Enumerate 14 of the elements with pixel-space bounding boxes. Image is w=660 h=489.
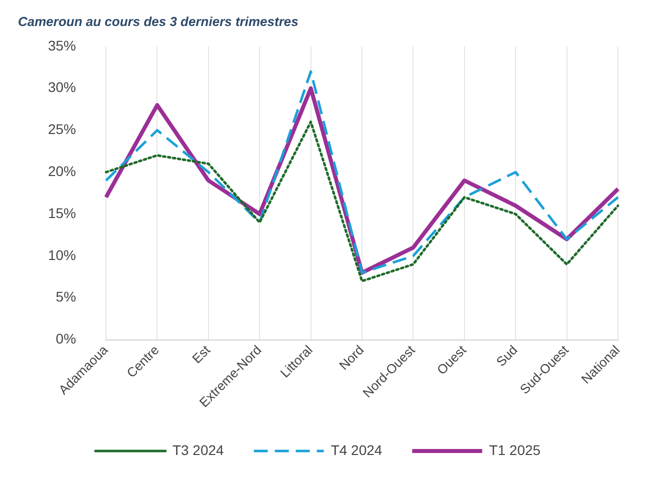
- y-tick-label: 35%: [48, 37, 76, 54]
- legend-label: T3 2024: [172, 442, 224, 458]
- y-tick-label: 25%: [48, 121, 76, 138]
- legend-label: T1 2025: [489, 442, 541, 458]
- line-series: [104, 120, 620, 282]
- y-tick-label: 10%: [48, 246, 76, 263]
- y-tick-label: 5%: [56, 288, 76, 305]
- x-tick-label: Sud: [493, 342, 520, 370]
- y-tick-label: 0%: [56, 330, 76, 347]
- y-tick-label: 20%: [48, 162, 76, 179]
- y-tick-label: 30%: [48, 79, 76, 96]
- y-tick-label: 15%: [48, 204, 76, 221]
- chart-title: Cameroun au cours des 3 derniers trimestres: [18, 14, 298, 30]
- legend-label: T4 2024: [330, 442, 382, 458]
